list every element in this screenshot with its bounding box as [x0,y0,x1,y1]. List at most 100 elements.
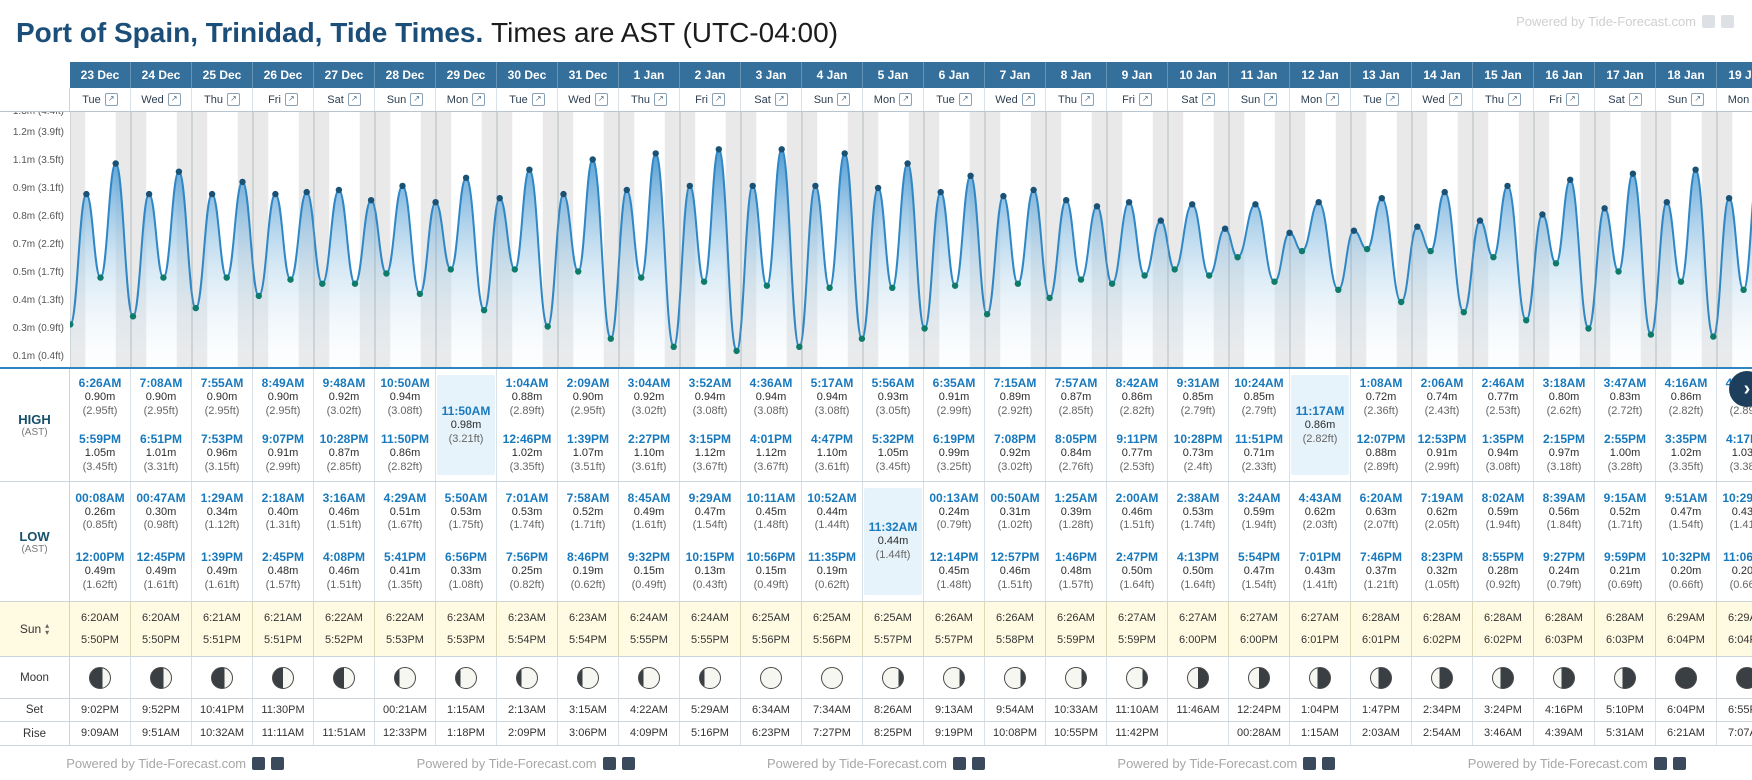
day-detail-link[interactable]: Mon↗ [1717,88,1752,111]
tide-height-m: 0.50m [1121,565,1153,577]
tide-height-ft: (2.99ft) [1424,460,1460,473]
tide-time: 8:02AM [1481,490,1525,505]
day-detail-link[interactable]: Thu ↗ [619,88,680,111]
high-tide-point [1063,197,1070,204]
tide-chart: 1.3m (4.4ft) 1.2m (3.9ft) 1.1m (3.5ft) 0.9m… [0,112,1752,369]
day-detail-link[interactable]: Fri ↗ [1107,88,1168,111]
high-tide-event: 11:50AM 0.98m (3.21ft) [437,375,495,475]
tide-height-m: 0.47m [694,505,726,518]
day-detail-link[interactable]: Sat ↗ [1168,88,1229,111]
tide-height-ft: (2.89ft) [1363,460,1399,473]
date-cell: 10 Jan [1168,62,1229,88]
day-detail-link[interactable]: Thu ↗ [1046,88,1107,111]
date-cell: 15 Jan [1473,62,1534,88]
sunset-time: 5:59PM [1118,634,1156,646]
sun-cell: 6:25AM 5:56PM [802,602,863,656]
day-detail-link[interactable]: Tue ↗ [924,88,985,111]
low-tide-cell: 00:50AM 0.31m (1.02ft) 12:57PM 0.46m (1.51ft) [985,482,1046,601]
moon-cell [192,657,253,698]
low-tide-event: 3:16AM 0.46m (1.51ft) [314,482,374,542]
tide-time: 1:25AM [1054,490,1098,505]
low-tide-cell: 7:01AM 0.53m (1.74ft) 7:56PM 0.25m (0.82ft) [497,482,558,601]
day-detail-link[interactable]: Sun ↗ [802,88,863,111]
set-label: Set [0,699,70,721]
day-detail-link[interactable]: Tue ↗ [1351,88,1412,111]
moon-phase-icon [1187,666,1209,689]
tide-height-m: 0.86m [389,446,421,459]
low-tide-point [351,280,359,287]
low-tide-event: 1:25AM 0.39m (1.28ft) [1046,482,1106,542]
day-detail-link[interactable]: Wed ↗ [985,88,1046,111]
day-detail-link[interactable]: Fri ↗ [680,88,741,111]
tide-time: 5:41PM [383,550,427,564]
sunrise-time: 6:29AM [1667,612,1705,624]
tide-time: 1:46PM [1054,550,1098,564]
high-tide-event: 7:15AM 0.89m (2.92ft) [985,369,1045,425]
tide-height-ft: (3.21ft) [448,432,484,445]
sunset-time: 5:53PM [447,634,485,646]
weekday-label: Fri [1549,93,1562,106]
low-tide-event: 5:54PM 0.47m (1.54ft) [1229,542,1289,602]
low-tide-event: 12:00PM 0.49m (1.62ft) [70,542,130,602]
day-detail-link[interactable]: Sun ↗ [375,88,436,111]
tide-time: 3:15PM [688,431,732,446]
moonrise-time: 11:51AM [314,722,375,745]
day-detail-link[interactable]: Sun ↗ [1229,88,1290,111]
moon-phase-icon [1370,666,1392,689]
day-detail-link[interactable]: Sat ↗ [741,88,802,111]
sunrise-time: 6:24AM [630,612,668,624]
moonset-time: 8:26AM [863,699,924,721]
day-detail-link[interactable]: Thu ↗ [192,88,253,111]
tide-height-m: 1.07m [572,446,604,459]
day-detail-link[interactable]: Mon↗ [436,88,497,111]
low-tide-cell: 7:19AM 0.62m (2.05ft) 8:23PM 0.32m (1.05ft) [1412,482,1473,601]
tide-time: 11:32AM [868,520,918,535]
share-icon [621,756,635,770]
day-detail-link[interactable]: Wed ↗ [1412,88,1473,111]
tide-height-m: 0.59m [1243,505,1275,518]
low-tide-event: 00:13AM 0.24m (0.79ft) [924,482,984,542]
day-detail-link[interactable]: Mon↗ [1290,88,1351,111]
moon-cell [70,657,131,698]
day-detail-link[interactable]: Sat ↗ [314,88,375,111]
high-tide-event: 3:35PM 1.02m (3.35ft) [1656,425,1716,481]
moon-cell [985,657,1046,698]
day-detail-link[interactable]: Sat ↗ [1595,88,1656,111]
day-detail-link[interactable]: Sun ↗ [1656,88,1717,111]
sun-cell: 6:27AM 6:00PM [1168,602,1229,656]
day-detail-link[interactable]: Thu ↗ [1473,88,1534,111]
tide-height-m: 1.12m [755,446,787,459]
day-detail-link[interactable]: Fri ↗ [1534,88,1595,111]
sun-cell: 6:21AM 5:51PM [192,602,253,656]
high-tide-event: 2:09AM 0.90m (2.95ft) [558,369,618,425]
weekday-label: Wed [141,93,164,106]
y-axis-label: 1.2m (3.9ft) [12,127,64,138]
date-cell: 19 Jan [1717,62,1752,88]
sunset-time: 6:00PM [1240,634,1278,646]
day-detail-link[interactable]: Fri ↗ [253,88,314,111]
high-tide-point [175,168,183,175]
tide-height-m: 0.20m [1731,565,1752,577]
moonset-time: 3:15AM [558,699,619,721]
high-tide-event: 3:04AM 0.92m (3.02ft) [619,369,679,425]
moonset-row: Set 9:02PM 9:52PM 10:41PM 11:30PM 00:21AM 1:1… [0,699,1752,722]
day-detail-link[interactable]: Tue ↗ [497,88,558,111]
scroll-next-button[interactable]: › [1729,371,1752,407]
day-detail-link[interactable]: Mon↗ [863,88,924,111]
day-detail-link[interactable]: Tue ↗ [70,88,131,111]
low-tide-point [1740,286,1747,293]
day-detail-link[interactable]: Wed ↗ [558,88,619,111]
high-tide-event: 1:35PM 0.94m (3.08ft) [1473,425,1533,481]
sun-cell: 6:24AM 5:55PM [680,602,741,656]
tide-height-ft: (1.54ft) [1241,578,1277,591]
day-detail-link[interactable]: Wed ↗ [131,88,192,111]
tide-height-ft: (3.35ft) [1668,460,1704,473]
tide-height-ft: (3.08ft) [814,404,850,417]
tide-time: 11:50AM [441,403,491,418]
external-link-icon: ↗ [531,93,545,106]
share-icon [1653,756,1667,770]
tide-height-ft: (0.82ft) [509,578,545,591]
date-cell: 3 Jan [741,62,802,88]
tide-height-ft: (0.49ft) [631,578,667,591]
low-tide-point [921,325,928,332]
